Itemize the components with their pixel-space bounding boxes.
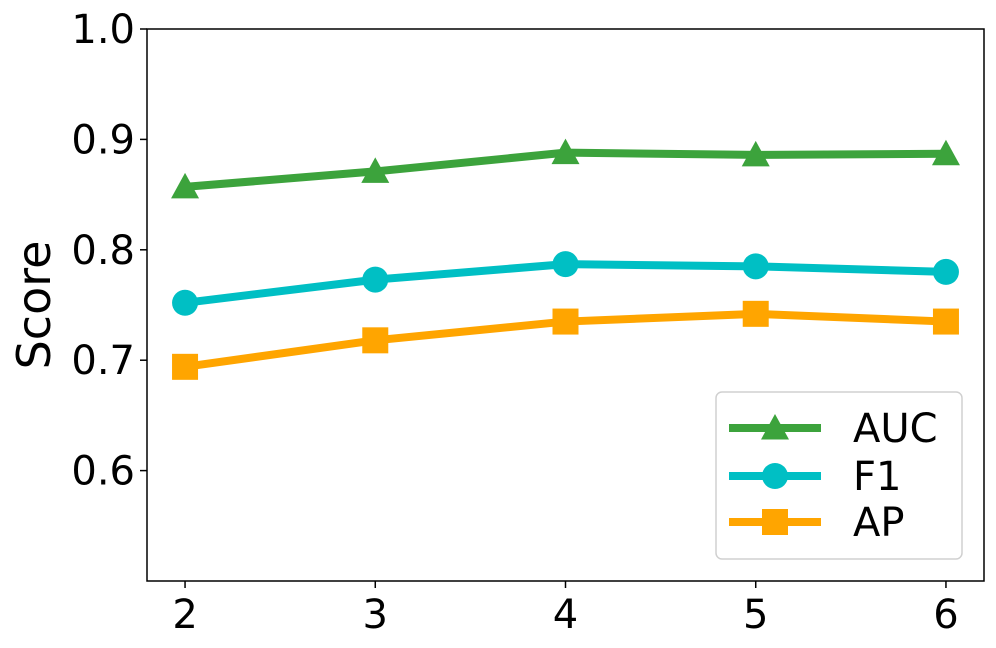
series-auc xyxy=(171,138,960,199)
legend-item-ap: AP xyxy=(729,500,904,546)
data-point-auc xyxy=(551,138,580,165)
legend-item-auc: AUC xyxy=(729,406,938,452)
series-layer xyxy=(171,138,960,380)
data-point-auc xyxy=(741,140,770,167)
data-point-f1 xyxy=(742,253,769,280)
data-point-f1 xyxy=(932,258,959,285)
x-tick-label: 4 xyxy=(553,592,578,638)
y-tick-label: 0.7 xyxy=(71,338,135,384)
data-point-auc xyxy=(171,172,200,199)
data-point-f1 xyxy=(362,266,389,293)
series-f1 xyxy=(172,251,959,316)
x-tick-label: 3 xyxy=(363,592,388,638)
y-tick-label: 0.8 xyxy=(71,228,135,274)
x-tick-label: 2 xyxy=(172,592,197,638)
legend-marker-auc xyxy=(761,414,789,440)
x-tick-label: 5 xyxy=(743,592,768,638)
data-point-ap xyxy=(742,300,769,327)
legend-label-f1: F1 xyxy=(853,454,901,500)
legend-marker-f1 xyxy=(762,463,788,489)
data-point-f1 xyxy=(552,251,579,278)
legend-label-ap: AP xyxy=(853,500,904,546)
data-point-f1 xyxy=(172,289,199,316)
data-point-ap xyxy=(362,327,389,354)
data-point-ap xyxy=(172,353,199,380)
series-ap xyxy=(172,300,959,380)
legend-item-f1: F1 xyxy=(729,454,901,500)
y-axis-title: Score xyxy=(7,241,61,370)
axes-layer: 2 3 4 5 6 0.6 0.7 0.8 0.9 1.0 xyxy=(71,7,958,638)
data-point-ap xyxy=(552,308,579,335)
data-point-auc xyxy=(361,157,390,183)
y-tick-label: 0.6 xyxy=(71,449,135,495)
legend-label-auc: AUC xyxy=(853,406,938,452)
y-tick-label: 0.9 xyxy=(71,117,135,163)
data-point-ap xyxy=(932,308,959,335)
data-point-auc xyxy=(931,139,960,166)
y-tick-label: 1.0 xyxy=(71,7,135,53)
legend-marker-ap xyxy=(762,509,788,535)
x-tick-label: 6 xyxy=(933,592,958,638)
